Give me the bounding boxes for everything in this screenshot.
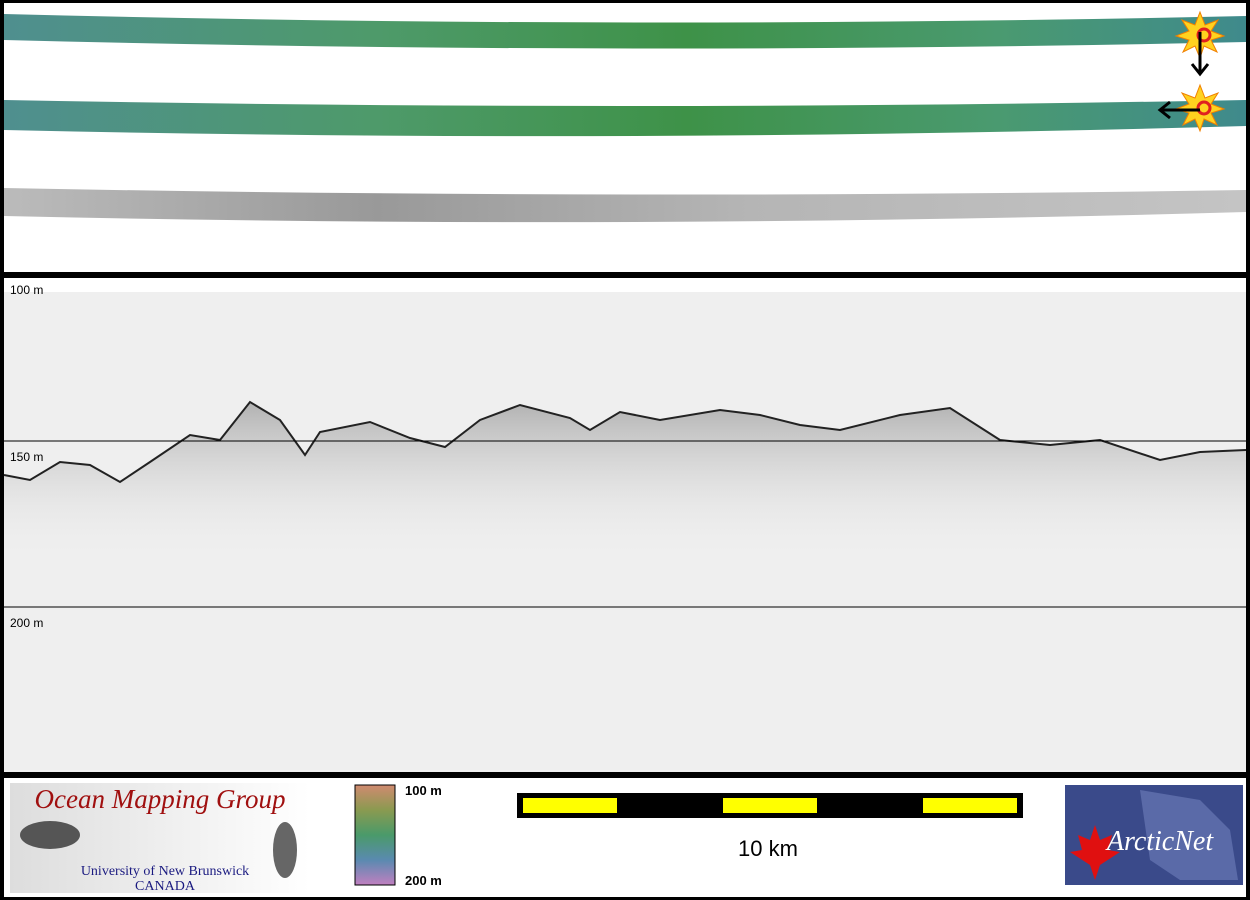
logo-graphic bbox=[273, 822, 297, 878]
logo-graphic bbox=[20, 821, 80, 849]
logo-title: ArcticNet bbox=[1105, 826, 1214, 857]
scale-bar-segment bbox=[523, 798, 617, 813]
depth-label: 100 m bbox=[10, 283, 43, 297]
bathymetry-swath bbox=[4, 14, 1246, 49]
omg-logo: Ocean Mapping Group University of New Br… bbox=[10, 783, 310, 894]
color-bar-label: 200 m bbox=[405, 873, 442, 888]
profile-top bbox=[4, 278, 1246, 292]
color-bar-label: 100 m bbox=[405, 783, 442, 798]
color-bar bbox=[354, 784, 396, 886]
depth-label: 150 m bbox=[10, 450, 43, 464]
position-marker bbox=[1174, 10, 1226, 77]
logo-text: University of New Brunswick bbox=[81, 864, 249, 879]
scale-bar: 10 km bbox=[517, 793, 1023, 861]
scale-bar-segment bbox=[723, 798, 817, 813]
seafloor-trace bbox=[3, 400, 1247, 484]
scale-bar-label: 10 km bbox=[738, 836, 798, 861]
logo-title: Ocean Mapping Group bbox=[35, 784, 286, 814]
scale-bar-segment bbox=[923, 798, 1017, 813]
logo-text: CANADA bbox=[135, 879, 196, 894]
maple-leaf bbox=[1070, 825, 1120, 880]
bathymetry-swath bbox=[4, 100, 1246, 137]
position-marker bbox=[1157, 83, 1226, 133]
arcticnet-logo: ArcticNet bbox=[1065, 785, 1243, 885]
logo-graphic bbox=[1140, 790, 1238, 880]
depth-label: 200 m bbox=[10, 616, 43, 630]
sidescan-swath bbox=[4, 188, 1246, 223]
